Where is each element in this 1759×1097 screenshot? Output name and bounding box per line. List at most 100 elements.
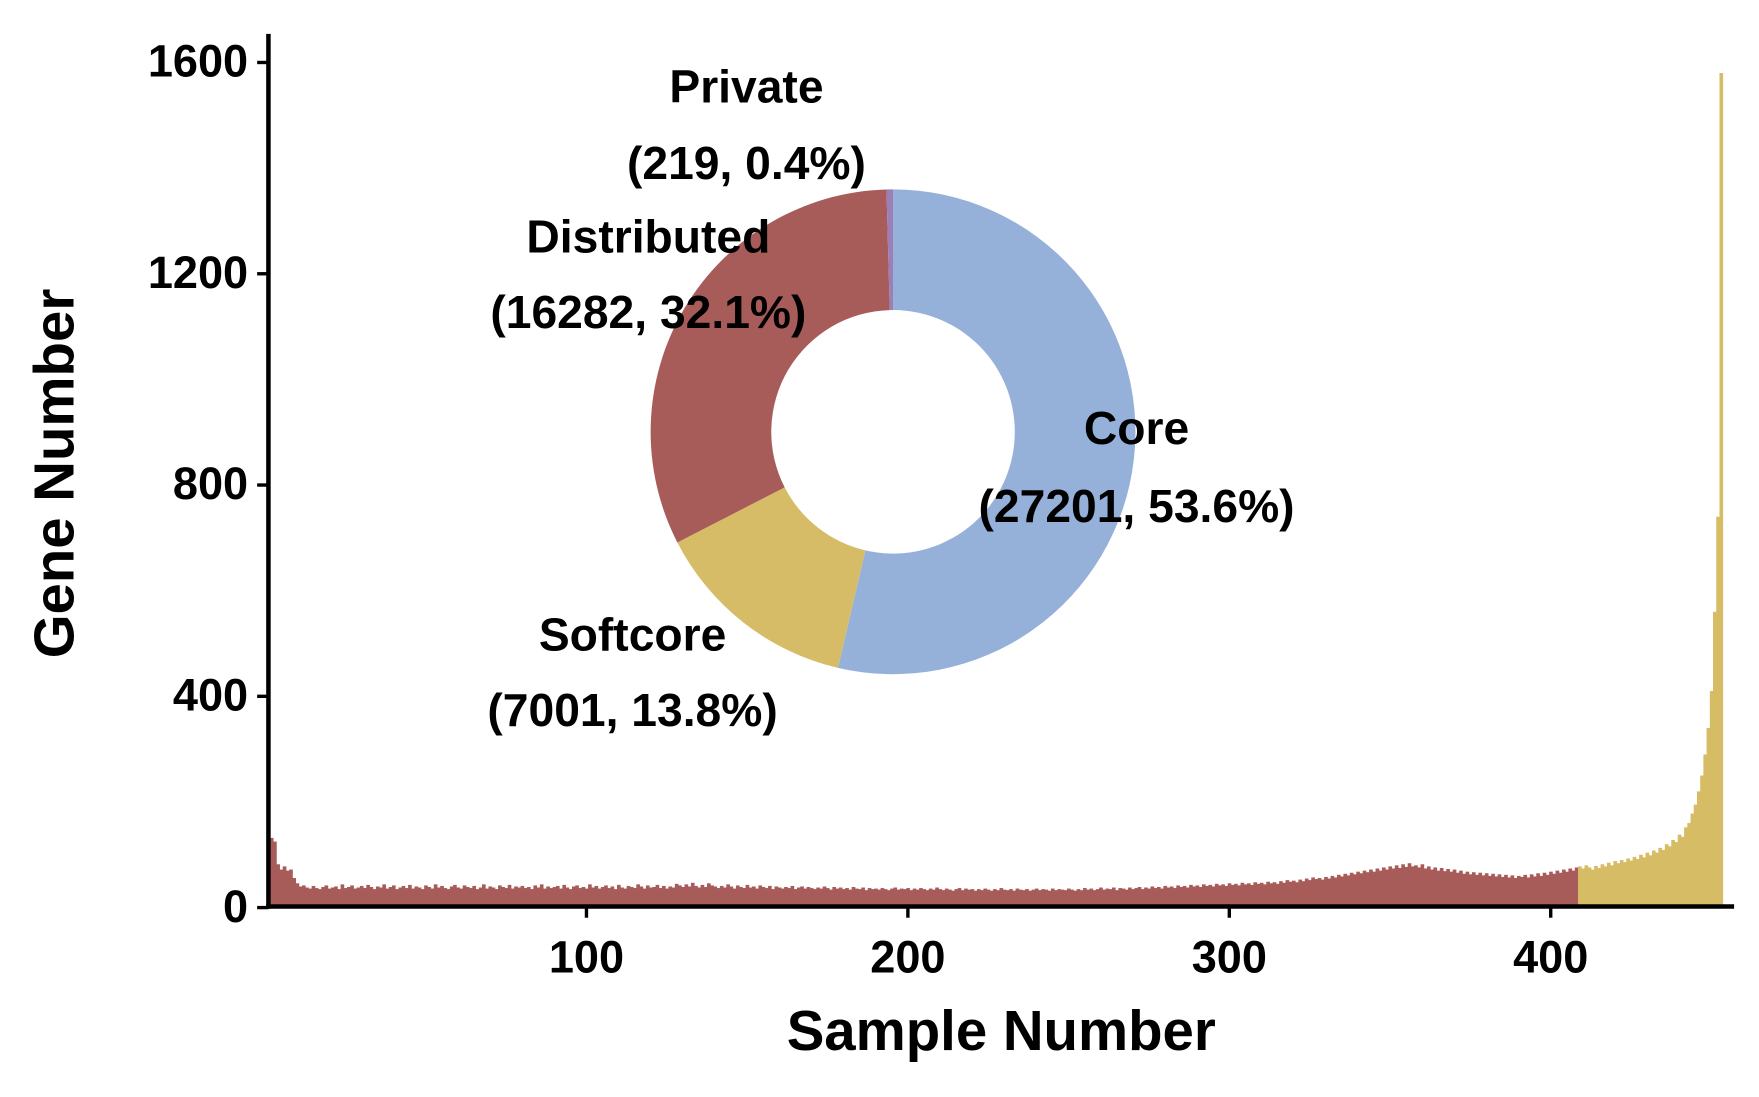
bar bbox=[1443, 871, 1447, 908]
bar bbox=[1073, 890, 1078, 908]
bar bbox=[1529, 874, 1534, 908]
bar bbox=[1642, 857, 1646, 908]
bar bbox=[411, 888, 415, 908]
bar bbox=[1494, 876, 1499, 908]
donut-slice bbox=[650, 189, 890, 543]
bar bbox=[768, 885, 772, 908]
bar bbox=[1021, 890, 1026, 908]
bar bbox=[1603, 866, 1608, 908]
bar bbox=[1176, 885, 1180, 908]
bar bbox=[819, 888, 824, 908]
bar bbox=[1439, 867, 1444, 908]
bar bbox=[1584, 865, 1589, 908]
bar bbox=[1298, 879, 1303, 908]
bar bbox=[1539, 875, 1544, 908]
bar bbox=[575, 885, 579, 908]
bar bbox=[800, 886, 804, 908]
bar bbox=[697, 887, 702, 908]
bar bbox=[1304, 878, 1309, 908]
bar bbox=[931, 889, 936, 908]
bar bbox=[584, 888, 589, 908]
bar bbox=[784, 886, 788, 908]
bar bbox=[803, 888, 808, 908]
bar bbox=[520, 885, 525, 908]
bar bbox=[1478, 872, 1483, 908]
bar bbox=[269, 837, 274, 908]
bar bbox=[292, 878, 297, 908]
bar bbox=[424, 885, 428, 908]
bar bbox=[1295, 882, 1299, 908]
bar bbox=[858, 889, 862, 908]
bar bbox=[636, 884, 640, 908]
bar bbox=[1128, 887, 1132, 908]
bar bbox=[420, 889, 425, 908]
bar bbox=[790, 885, 795, 908]
bar bbox=[1491, 873, 1495, 908]
bar bbox=[453, 884, 457, 908]
bar bbox=[655, 884, 660, 908]
bar bbox=[1285, 880, 1290, 908]
bar bbox=[1346, 875, 1351, 908]
bar bbox=[273, 841, 277, 908]
bar bbox=[1169, 886, 1174, 908]
bar bbox=[649, 887, 653, 908]
bar bbox=[1185, 887, 1190, 908]
bar bbox=[674, 883, 679, 908]
bar bbox=[1555, 870, 1560, 908]
bar bbox=[302, 885, 306, 908]
bar bbox=[694, 885, 698, 908]
bar bbox=[1208, 884, 1213, 908]
bar bbox=[1201, 884, 1206, 908]
bar bbox=[633, 888, 637, 908]
bar bbox=[1680, 836, 1685, 908]
bar bbox=[475, 889, 480, 908]
bar bbox=[578, 888, 583, 908]
bar bbox=[912, 888, 917, 908]
bar bbox=[1455, 872, 1460, 908]
bar bbox=[1031, 889, 1036, 908]
bar bbox=[1381, 867, 1386, 908]
bar bbox=[604, 885, 608, 908]
bar bbox=[1671, 839, 1675, 908]
bar bbox=[813, 889, 817, 908]
bar bbox=[1594, 865, 1598, 908]
donut-slice bbox=[677, 487, 866, 668]
bar bbox=[1336, 874, 1341, 908]
bar bbox=[1648, 855, 1653, 908]
bar bbox=[1626, 858, 1630, 908]
bar bbox=[1314, 879, 1319, 908]
bar bbox=[1124, 889, 1129, 908]
bar bbox=[684, 884, 689, 908]
bar bbox=[350, 885, 354, 908]
bar bbox=[1060, 889, 1065, 908]
bar bbox=[1330, 875, 1335, 908]
bar bbox=[1581, 868, 1585, 908]
bar bbox=[976, 889, 981, 908]
bar bbox=[1009, 889, 1013, 908]
bar bbox=[1481, 875, 1486, 908]
bar bbox=[1407, 863, 1412, 908]
bar bbox=[1320, 879, 1325, 908]
slice-label: Core bbox=[1084, 402, 1189, 454]
bar bbox=[1561, 869, 1566, 908]
bar bbox=[906, 888, 910, 908]
bar bbox=[1687, 823, 1691, 908]
bar bbox=[700, 884, 705, 908]
bar bbox=[1651, 850, 1656, 908]
bar bbox=[1291, 880, 1296, 908]
bar bbox=[1558, 872, 1563, 908]
bar bbox=[1140, 889, 1145, 908]
bar bbox=[1459, 870, 1463, 908]
bar bbox=[1173, 888, 1177, 908]
bar bbox=[385, 888, 390, 908]
bar bbox=[780, 888, 785, 908]
bar bbox=[1655, 852, 1659, 908]
bar bbox=[1706, 728, 1711, 908]
bar bbox=[880, 888, 885, 908]
bar bbox=[1587, 867, 1592, 908]
bar bbox=[337, 889, 342, 908]
bar bbox=[1121, 888, 1126, 908]
bar bbox=[877, 889, 882, 908]
bar bbox=[1089, 888, 1094, 908]
bar bbox=[938, 889, 943, 908]
